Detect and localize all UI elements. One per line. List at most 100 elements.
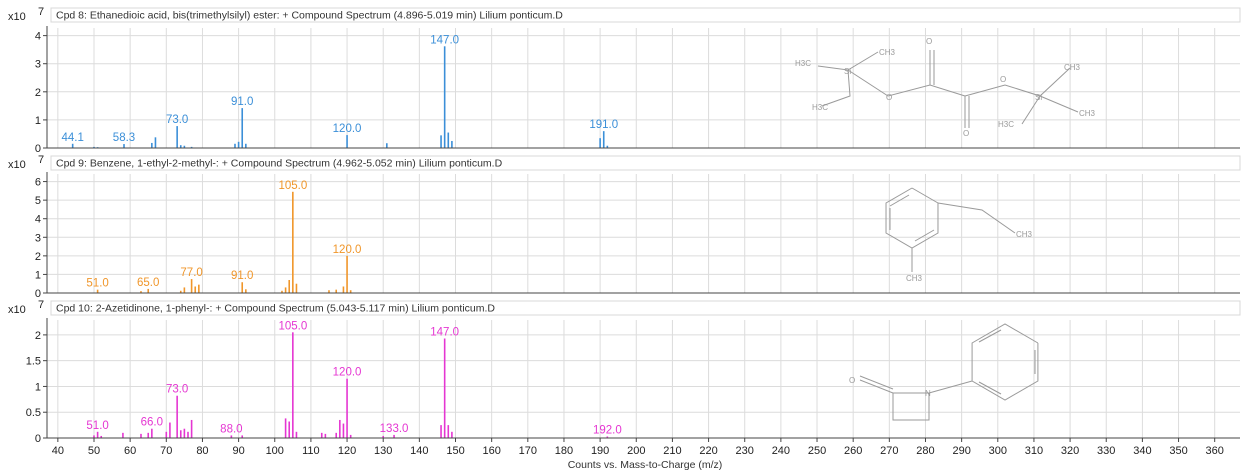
peak-label: 66.0 (141, 417, 163, 429)
peak-label: 120.0 (333, 244, 362, 256)
peak-label: 77.0 (180, 267, 202, 279)
x-tick-label: 50 (88, 445, 100, 457)
y-tick-label: 4 (35, 214, 41, 226)
x-tick-label: 180 (555, 445, 573, 457)
x-tick-label: 240 (772, 445, 790, 457)
y-tick-label: 3 (35, 59, 41, 71)
panel-title-frame (50, 7, 1241, 23)
x-tick-label: 120 (338, 445, 356, 457)
x-tick-label: 70 (160, 445, 172, 457)
x-tick-label: 230 (736, 445, 754, 457)
peak-label: 51.0 (86, 420, 108, 432)
structure-bond (978, 381, 1002, 395)
x-tick-label: 350 (1169, 445, 1187, 457)
structure-bond (859, 375, 894, 390)
y-exponent-power: 7 (38, 6, 44, 18)
peak-label: 105.0 (278, 320, 307, 332)
peak-label: 147.0 (430, 34, 459, 46)
structure-atom-label: N (925, 389, 931, 398)
x-axis-title: Counts vs. Mass-to-Charge (m/z) (568, 459, 723, 471)
peak-label: 147.0 (430, 326, 459, 338)
peak-label: 73.0 (166, 384, 188, 396)
structure-bond (821, 69, 851, 107)
y-tick-label: 1.5 (26, 356, 41, 368)
x-tick-label: 360 (1206, 445, 1224, 457)
structure-atom-label: CH3 (1016, 230, 1033, 239)
structure-bond (1021, 95, 1041, 125)
structure-atom-label: Si (844, 67, 851, 76)
structure-ethyl-methyl-benzene: CH3 CH3 (885, 187, 1033, 283)
y-exponent-power: 7 (38, 154, 44, 166)
peak-label: 120.0 (333, 367, 362, 379)
peak-label: 65.0 (137, 277, 159, 289)
structure-atom-label: H3C (998, 120, 1014, 129)
panel-title-frame (50, 155, 1241, 171)
y-tick-label: 0 (35, 143, 41, 155)
y-exponent-base: x10 (8, 11, 26, 23)
x-tick-label: 190 (591, 445, 609, 457)
x-tick-label: 150 (446, 445, 464, 457)
structure-atom-label: H3C (795, 59, 811, 68)
peak-label: 133.0 (380, 423, 409, 435)
x-tick-label: 310 (1025, 445, 1043, 457)
structure-atom-label: O (963, 129, 969, 138)
y-tick-label: 5 (35, 195, 41, 207)
peak-label: 120.0 (333, 123, 362, 135)
y-tick-label: 0.5 (26, 407, 41, 419)
structure-atom-label: O (1000, 75, 1006, 84)
y-exponent-base: x10 (8, 159, 26, 171)
structure-atom-label: O (886, 93, 892, 102)
x-tick-label: 330 (1097, 445, 1115, 457)
structure-bond (847, 69, 966, 97)
x-tick-label: 220 (699, 445, 717, 457)
x-tick-label: 130 (374, 445, 392, 457)
structure-atom-label: CH3 (906, 274, 923, 283)
structure-bond (964, 67, 1071, 97)
peak-label: 91.0 (231, 96, 253, 108)
x-tick-label: 340 (1133, 445, 1151, 457)
x-tick-label: 80 (196, 445, 208, 457)
panel-title: Cpd 8: Ethanedioic acid, bis(trimethylsi… (56, 10, 563, 22)
x-tick-label: 40 (52, 445, 64, 457)
x-tick-label: 160 (482, 445, 500, 457)
structure-bis-tms-oxalate: CH3 H3C Si H3C O O O O CH3 Si H3C CH3 (795, 37, 1096, 138)
x-tick-label: 110 (302, 445, 320, 457)
x-tick-label: 300 (989, 445, 1007, 457)
structure-atom-label: Si (1035, 93, 1042, 102)
structure-atom-label: O (849, 376, 855, 385)
panel-title: Cpd 9: Benzene, 1-ethyl-2-methyl-: + Com… (56, 158, 503, 170)
structure-atom-label: CH3 (1079, 109, 1096, 118)
y-exponent-base: x10 (8, 304, 26, 316)
x-tick-label: 270 (880, 445, 898, 457)
x-tick-label: 260 (844, 445, 862, 457)
structure-atom-label: CH3 (879, 48, 896, 57)
y-tick-label: 6 (35, 177, 41, 189)
x-tick-label: 100 (266, 445, 284, 457)
y-tick-label: 4 (35, 31, 41, 43)
x-tick-label: 280 (916, 445, 934, 457)
structure-bond (914, 229, 935, 242)
x-tick-label: 200 (627, 445, 645, 457)
structure-bond (937, 202, 1016, 234)
y-tick-label: 3 (35, 232, 41, 244)
y-tick-label: 1 (35, 115, 41, 127)
structure-atom-label: H3C (812, 103, 828, 112)
structure-bond (889, 194, 910, 207)
peak-label: 73.0 (166, 114, 188, 126)
x-tick-label: 140 (410, 445, 428, 457)
structure-bond (978, 329, 1002, 343)
x-tick-label: 250 (808, 445, 826, 457)
x-tick-label: 90 (232, 445, 244, 457)
structure-ring (892, 392, 930, 421)
x-tick-label: 60 (124, 445, 136, 457)
x-tick-label: 290 (952, 445, 970, 457)
structure-atom-label: CH3 (1064, 63, 1081, 72)
peak-label: 91.0 (231, 270, 253, 282)
structure-ring (885, 187, 939, 249)
y-tick-label: 0 (35, 433, 41, 445)
y-tick-label: 2 (35, 87, 41, 99)
y-tick-label: 2 (35, 251, 41, 263)
peak-label: 58.3 (113, 132, 135, 144)
structure-ring (971, 323, 1039, 401)
